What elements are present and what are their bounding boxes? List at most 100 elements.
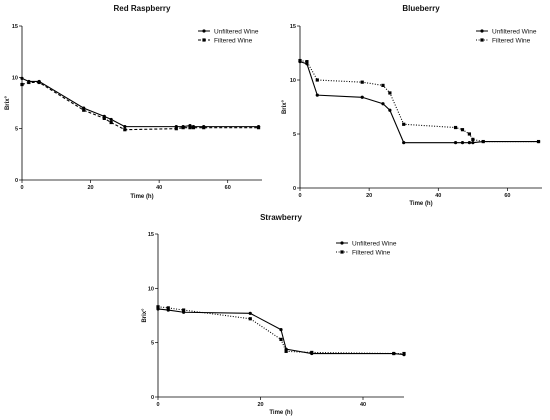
data-point: [279, 337, 283, 342]
data-point: [388, 108, 392, 112]
data-point: [27, 80, 31, 85]
data-point: [305, 60, 309, 64]
data-point: [191, 126, 196, 130]
x-tick-label: 60: [504, 193, 510, 199]
y-tick-label: 5: [293, 132, 296, 138]
chart-2: Blueberry 0 5 10 15 0 20 40 60 Time (h) Brix° Unfil…: [282, 4, 542, 207]
data-point: [123, 128, 127, 132]
data-point: [284, 349, 288, 353]
legend-label: Unfiltered Wine: [492, 28, 537, 35]
x-axis-label: Time (h): [409, 201, 432, 207]
data-point: [279, 328, 283, 332]
data-point: [453, 141, 458, 145]
legend-marker: [480, 29, 484, 33]
legend-label: Filtered Wine: [492, 37, 531, 44]
data-point: [109, 117, 113, 122]
series-filtered: [298, 58, 541, 144]
y-tick-label: 10: [12, 75, 18, 81]
data-point: [360, 95, 364, 99]
data-point: [109, 120, 113, 125]
x-tick-label: 40: [360, 402, 366, 408]
data-point: [188, 126, 192, 130]
data-point: [467, 132, 471, 136]
data-point: [181, 126, 185, 130]
y-tick-label: 0: [151, 395, 154, 401]
y-tick-label: 10: [148, 286, 154, 292]
series-line: [299, 60, 539, 143]
data-point: [182, 308, 186, 312]
x-tick-label: 20: [257, 402, 263, 408]
y-tick-label: 15: [12, 24, 18, 30]
y-tick-label: 0: [293, 186, 296, 192]
series-unfiltered: [20, 76, 261, 129]
data-point: [310, 350, 314, 355]
data-point: [388, 91, 392, 95]
legend-marker: [202, 29, 206, 33]
chart-title: Red Raspberry: [114, 4, 171, 13]
x-tick-label: 0: [20, 185, 23, 191]
data-point: [315, 78, 319, 82]
data-point: [536, 139, 541, 144]
x-tick-label: 20: [88, 185, 94, 191]
y-tick-label: 10: [290, 78, 296, 84]
legend-marker: [340, 250, 344, 254]
data-point: [20, 76, 24, 80]
data-point: [298, 58, 302, 63]
legend-marker: [480, 38, 484, 42]
y-axis-label: Brix°: [142, 308, 148, 323]
legend-label: Filtered Wine: [214, 37, 253, 44]
series-filtered: [156, 305, 406, 356]
data-point: [471, 141, 475, 145]
x-tick-label: 0: [298, 193, 301, 199]
series-filtered: [20, 80, 261, 132]
series-line: [157, 308, 405, 356]
legend-marker: [340, 241, 344, 245]
x-tick-label: 0: [156, 402, 159, 408]
data-point: [82, 108, 86, 112]
y-tick-label: 5: [15, 127, 18, 133]
data-point: [256, 126, 261, 130]
data-point: [102, 116, 106, 120]
data-point: [20, 82, 24, 87]
data-point: [381, 102, 385, 106]
data-point: [202, 126, 206, 130]
data-point: [166, 306, 170, 310]
data-point: [37, 80, 41, 85]
chart-3: Strawberry 0 5 10 15 0 20 40 Time (h) Brix° Unfilt…: [142, 213, 406, 416]
x-axis-label: Time (h): [269, 410, 292, 416]
data-point: [402, 141, 406, 145]
y-tick-label: 15: [290, 24, 296, 30]
x-tick-label: 20: [366, 193, 372, 199]
series-line: [21, 81, 259, 131]
legend-label: Unfiltered Wine: [352, 240, 397, 247]
series-unfiltered: [156, 307, 406, 357]
data-point: [156, 305, 160, 309]
legend-label: Unfiltered Wine: [214, 28, 259, 35]
legend-label: Filtered Wine: [352, 249, 391, 256]
legend-marker: [202, 38, 206, 42]
data-point: [467, 141, 471, 145]
data-point: [402, 122, 406, 126]
data-point: [315, 93, 319, 97]
data-point: [460, 141, 465, 145]
chart-1: Red Raspberry 0 5 10 15 0 20 40 60 Time (h) Brix° U…: [5, 4, 262, 200]
y-axis-label: Brix°: [5, 95, 11, 110]
x-axis-label: Time (h): [130, 194, 153, 200]
data-point: [481, 139, 485, 144]
data-point: [360, 80, 364, 84]
x-tick-label: 60: [225, 185, 231, 191]
chart-title: Strawberry: [260, 213, 302, 222]
series-line: [21, 77, 259, 128]
data-point: [392, 351, 396, 356]
y-axis-label: Brix°: [282, 99, 288, 114]
series-unfiltered: [298, 60, 541, 145]
data-point: [123, 125, 127, 129]
x-tick-label: 40: [156, 185, 162, 191]
x-tick-label: 40: [435, 193, 441, 199]
data-point: [248, 311, 252, 315]
data-point: [471, 137, 475, 141]
data-point: [460, 128, 465, 132]
series-line: [299, 61, 539, 144]
data-point: [381, 83, 385, 87]
